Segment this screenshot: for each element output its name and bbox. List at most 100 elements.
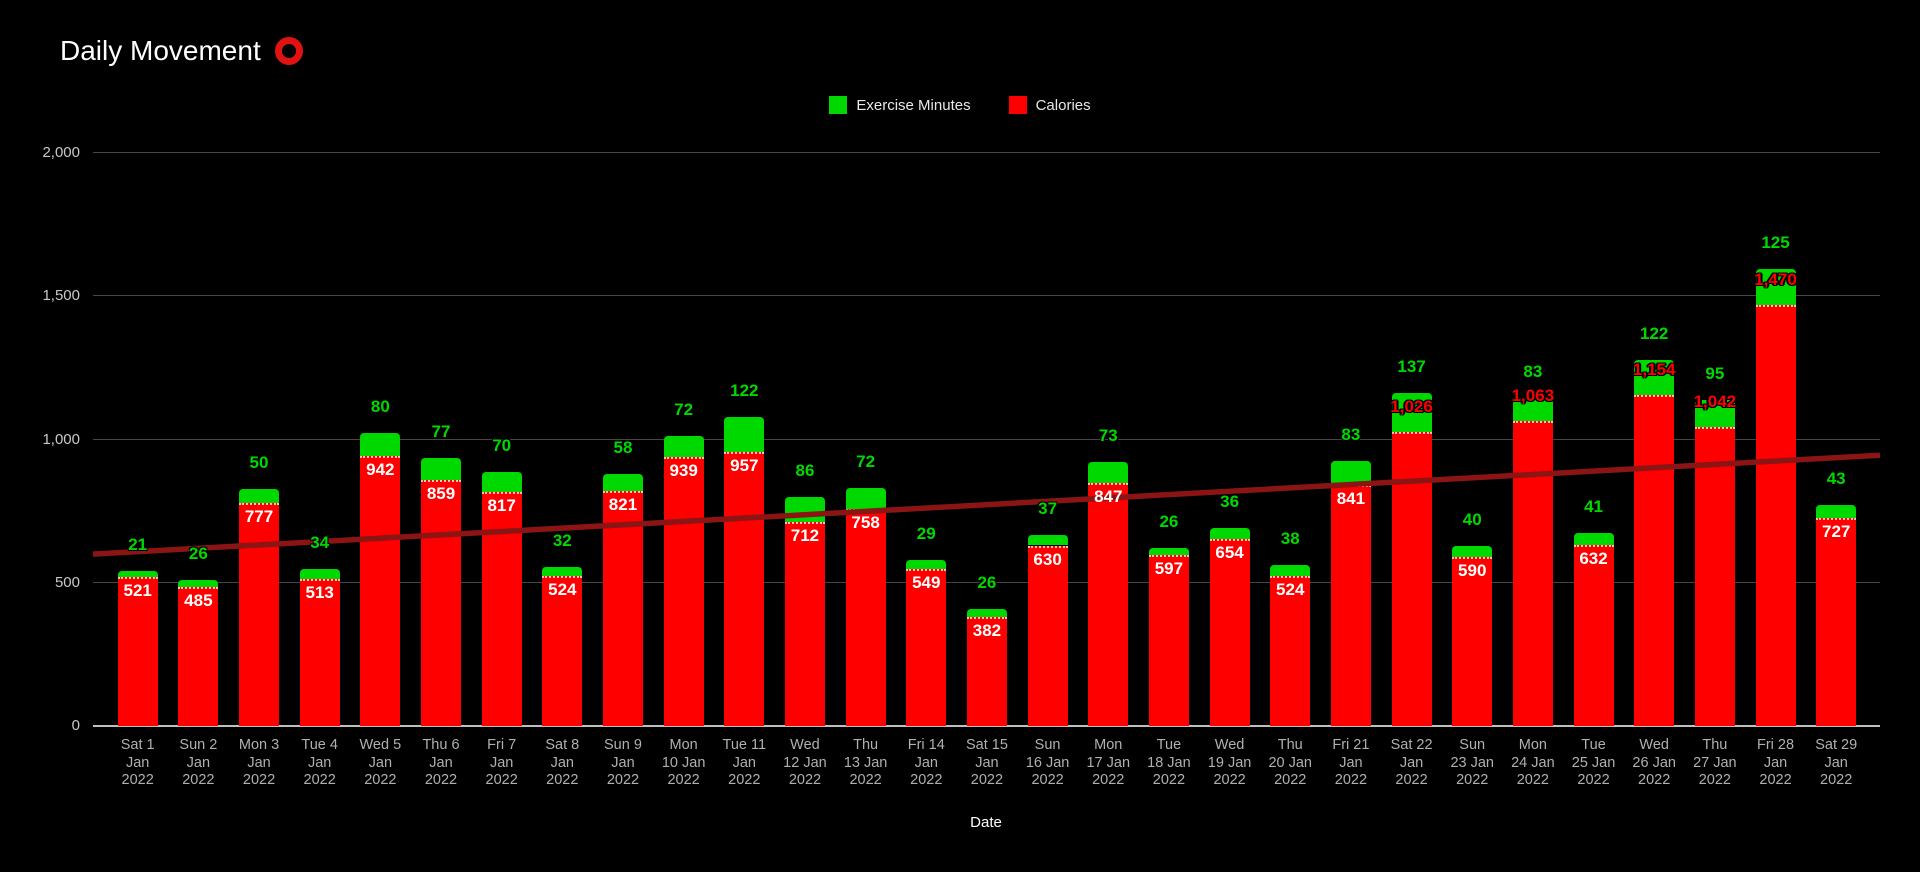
annotation-exercise-minutes: 43 (1826, 469, 1846, 489)
x-tick-label: Sat 15 Jan 2022 (965, 737, 1008, 788)
exercise-bar[interactable] (1391, 392, 1432, 433)
exercise-bar[interactable] (1573, 533, 1614, 545)
x-tick-label: Sun 2 Jan 2022 (179, 737, 218, 788)
calories-bar[interactable] (299, 579, 340, 726)
calories-bar[interactable] (906, 568, 947, 726)
annotation-exercise-minutes: 41 (1584, 497, 1603, 517)
calories-bar[interactable] (602, 490, 643, 726)
annotation-calories: 485 (184, 591, 213, 611)
exercise-bar[interactable] (178, 579, 219, 588)
calories-bar[interactable] (663, 456, 704, 726)
calories-bar[interactable] (784, 522, 825, 726)
exercise-bar[interactable] (117, 570, 158, 577)
calories-bar[interactable] (360, 456, 401, 726)
calories-bar[interactable] (966, 616, 1007, 726)
calories-bar[interactable] (1512, 421, 1553, 726)
calories-bar[interactable] (1816, 517, 1857, 726)
exercise-bar[interactable] (1755, 269, 1796, 305)
exercise-bar[interactable] (845, 488, 886, 509)
calories-swatch-icon (1008, 96, 1027, 114)
legend: Exercise Minutes Calories (0, 96, 1920, 114)
annotation-exercise-minutes: 36 (1220, 492, 1240, 512)
y-tick-label: 2,000 (42, 144, 80, 161)
exercise-bar[interactable] (1816, 505, 1857, 518)
exercise-bar[interactable] (1634, 360, 1675, 396)
legend-label-calories: Calories (1035, 96, 1091, 114)
annotation-calories: 847 (1094, 487, 1123, 507)
calories-bar[interactable] (1148, 554, 1189, 726)
exercise-bar[interactable] (542, 566, 583, 576)
exercise-bar[interactable] (602, 474, 643, 491)
calories-bar[interactable] (845, 508, 886, 726)
x-tick-label: Fri 7 Jan 2022 (485, 737, 518, 788)
annotation-exercise-minutes: 38 (1280, 528, 1300, 548)
exercise-bar[interactable] (784, 497, 825, 522)
calories-bar[interactable] (1027, 545, 1068, 726)
x-tick-label: Mon 17 Jan 2022 (1086, 737, 1131, 788)
exercise-bar[interactable] (1330, 461, 1371, 486)
annotation-calories: 524 (548, 579, 577, 599)
calories-bar[interactable] (724, 451, 765, 726)
exercise-minutes-swatch-icon (829, 96, 848, 114)
calories-bar[interactable] (481, 491, 522, 726)
calories-bar[interactable] (239, 503, 280, 726)
calories-bar[interactable] (1391, 432, 1432, 726)
calories-bar[interactable] (542, 575, 583, 726)
exercise-bar[interactable] (1209, 528, 1250, 539)
exercise-bar[interactable] (1452, 545, 1493, 557)
annotation-exercise-minutes: 40 (1462, 509, 1482, 529)
calories-bar[interactable] (1755, 304, 1796, 726)
exercise-bar[interactable] (1148, 547, 1189, 555)
calories-bar[interactable] (1694, 427, 1735, 726)
x-tick-label: Wed 12 Jan 2022 (783, 737, 827, 788)
x-tick-label: Wed 5 Jan 2022 (359, 737, 402, 788)
exercise-bar[interactable] (1027, 534, 1068, 546)
annotation-calories: 777 (244, 507, 274, 527)
exercise-bar[interactable] (1694, 400, 1735, 428)
annotation-exercise-minutes: 37 (1038, 498, 1058, 518)
calories-bar[interactable] (1209, 538, 1250, 726)
annotation-calories: 513 (305, 583, 334, 603)
exercise-bar[interactable] (299, 569, 340, 580)
annotation-calories: 727 (1821, 521, 1851, 541)
annotation-calories: 942 (366, 460, 395, 480)
x-tick-label: Tue 25 Jan 2022 (1571, 737, 1616, 788)
exercise-bar[interactable] (239, 489, 280, 504)
calories-bar[interactable] (178, 587, 219, 726)
exercise-bar[interactable] (1270, 564, 1311, 576)
x-tick-label: Tue 4 Jan 2022 (301, 737, 338, 788)
x-tick-label: Mon 24 Jan 2022 (1511, 737, 1555, 788)
annotation-calories: 521 (123, 580, 152, 600)
legend-label-exercise-minutes: Exercise Minutes (856, 96, 971, 114)
exercise-bar[interactable] (1512, 397, 1553, 422)
exercise-bar[interactable] (1088, 462, 1129, 484)
exercise-bar[interactable] (421, 457, 461, 480)
annotation-calories: 859 (426, 483, 456, 503)
exercise-bar[interactable] (663, 436, 704, 457)
annotation-exercise-minutes: 95 (1705, 364, 1725, 384)
x-axis-title: Date (970, 814, 1002, 831)
annotation-exercise-minutes: 77 (431, 421, 451, 441)
calories-bar[interactable] (1330, 485, 1371, 726)
annotation-exercise-minutes: 83 (1341, 425, 1361, 445)
exercise-bar[interactable] (906, 560, 947, 569)
exercise-bar[interactable] (360, 433, 401, 457)
exercise-bar[interactable] (481, 471, 522, 492)
x-tick-label: Sat 29 Jan 2022 (1815, 737, 1858, 788)
calories-bar[interactable] (1573, 544, 1614, 726)
calories-bar[interactable] (1088, 483, 1129, 726)
x-tick-label: Tue 18 Jan 2022 (1147, 737, 1191, 788)
x-tick-label: Mon 3 Jan 2022 (238, 737, 280, 788)
exercise-bar[interactable] (724, 416, 765, 452)
annotation-exercise-minutes: 26 (977, 573, 997, 593)
gridline-2000 (93, 152, 1880, 153)
calories-bar[interactable] (1634, 395, 1675, 726)
calories-bar[interactable] (117, 576, 158, 726)
gridline-1000 (93, 438, 1880, 440)
exercise-bar[interactable] (966, 609, 1007, 617)
calories-bar[interactable] (421, 479, 461, 726)
annotation-calories: 1,470 (1754, 269, 1797, 289)
annotation-exercise-minutes: 137 (1397, 356, 1426, 376)
calories-bar[interactable] (1270, 575, 1311, 726)
calories-bar[interactable] (1452, 556, 1493, 726)
